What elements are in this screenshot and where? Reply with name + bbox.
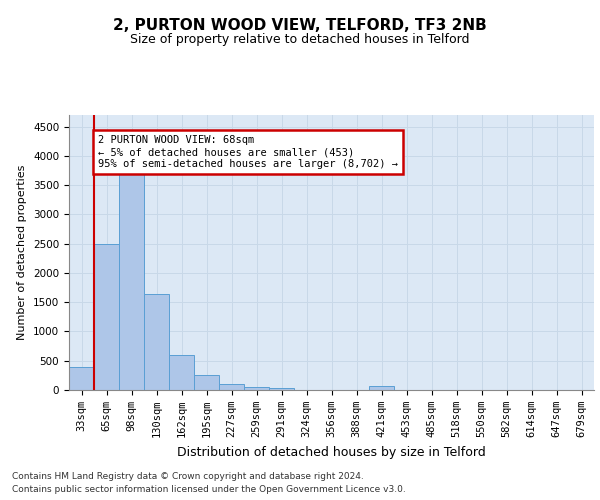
- X-axis label: Distribution of detached houses by size in Telford: Distribution of detached houses by size …: [177, 446, 486, 458]
- Bar: [94, 244, 119, 390]
- Bar: [194, 376, 219, 390]
- Bar: [219, 384, 244, 390]
- Bar: [169, 355, 194, 390]
- Bar: [119, 170, 144, 390]
- Y-axis label: Number of detached properties: Number of detached properties: [17, 165, 28, 340]
- Text: Size of property relative to detached houses in Telford: Size of property relative to detached ho…: [130, 32, 470, 46]
- Bar: [144, 294, 169, 390]
- Text: 2, PURTON WOOD VIEW, TELFORD, TF3 2NB: 2, PURTON WOOD VIEW, TELFORD, TF3 2NB: [113, 18, 487, 32]
- Text: 2 PURTON WOOD VIEW: 68sqm
← 5% of detached houses are smaller (453)
95% of semi-: 2 PURTON WOOD VIEW: 68sqm ← 5% of detach…: [98, 136, 398, 168]
- Bar: [369, 386, 394, 390]
- Bar: [69, 367, 94, 390]
- Text: Contains public sector information licensed under the Open Government Licence v3: Contains public sector information licen…: [12, 485, 406, 494]
- Bar: [244, 387, 269, 390]
- Text: Contains HM Land Registry data © Crown copyright and database right 2024.: Contains HM Land Registry data © Crown c…: [12, 472, 364, 481]
- Bar: [269, 388, 294, 390]
